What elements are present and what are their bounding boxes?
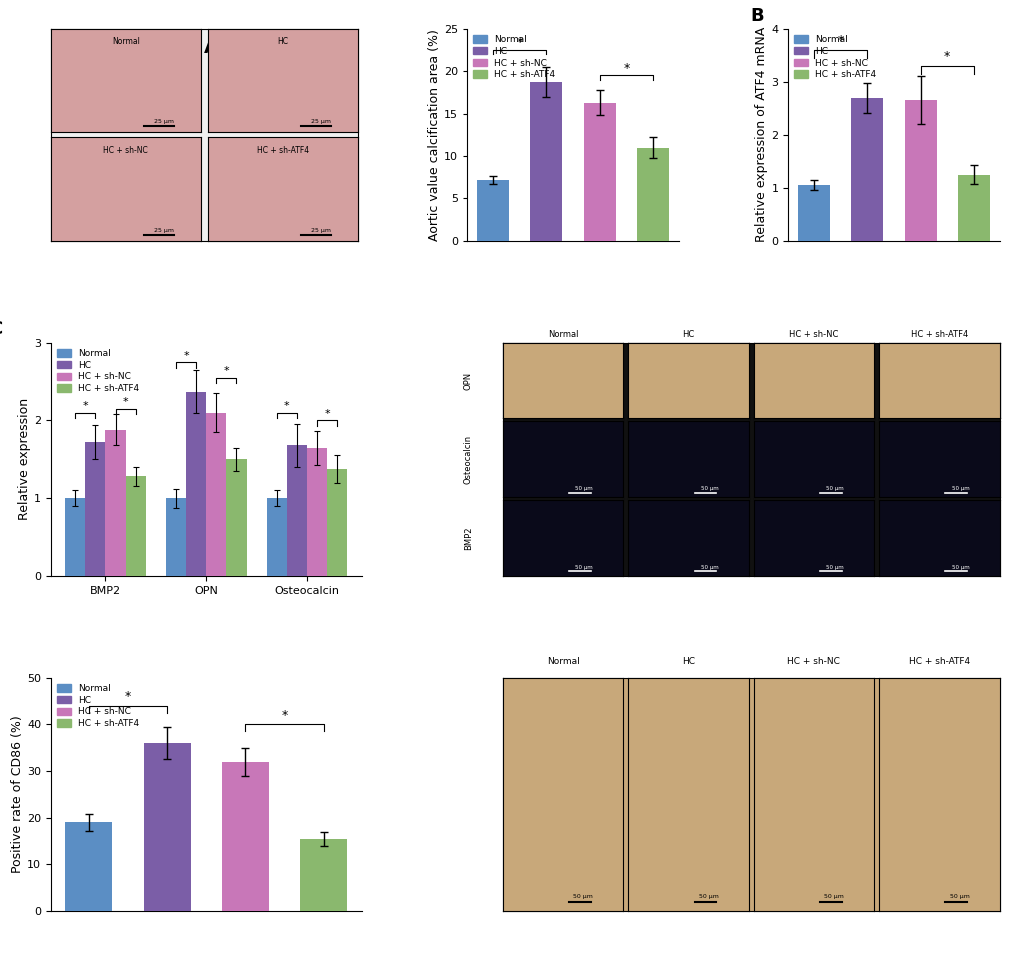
Text: HC: HC bbox=[277, 37, 288, 46]
Text: 50 μm: 50 μm bbox=[825, 408, 843, 412]
Bar bbox=[300, 839, 347, 911]
Text: Normal: Normal bbox=[547, 346, 578, 356]
Text: CD86: CD86 bbox=[513, 778, 542, 787]
Text: *: * bbox=[122, 397, 128, 408]
Text: B: B bbox=[749, 7, 763, 25]
Text: HC: HC bbox=[682, 330, 694, 339]
Bar bbox=[286, 445, 307, 576]
Text: Osteocalcin: Osteocalcin bbox=[464, 434, 472, 484]
Text: HC + sh-ATF4: HC + sh-ATF4 bbox=[908, 657, 969, 667]
Text: *: * bbox=[223, 366, 229, 376]
Text: 50 μm: 50 μm bbox=[698, 895, 718, 900]
Bar bbox=[327, 469, 347, 576]
Legend: Normal, HC, HC + sh-NC, HC + sh-ATF4: Normal, HC, HC + sh-NC, HC + sh-ATF4 bbox=[55, 347, 141, 395]
Text: 50 μm: 50 μm bbox=[951, 565, 968, 570]
Text: HC: HC bbox=[682, 657, 694, 667]
Bar bbox=[65, 823, 112, 911]
Text: *: * bbox=[623, 61, 629, 75]
Bar bbox=[144, 743, 191, 911]
Text: 50 μm: 50 μm bbox=[825, 565, 843, 570]
Bar bbox=[583, 103, 615, 241]
Bar bbox=[797, 185, 828, 241]
Bar bbox=[904, 101, 935, 241]
Text: *: * bbox=[183, 351, 189, 361]
Text: 25 μm: 25 μm bbox=[311, 119, 330, 124]
Bar bbox=[307, 448, 327, 576]
Text: *: * bbox=[284, 401, 289, 411]
Text: 50 μm: 50 μm bbox=[951, 486, 968, 491]
Y-axis label: Relative expression: Relative expression bbox=[18, 398, 32, 521]
Text: HC + sh-NC: HC + sh-NC bbox=[103, 146, 148, 154]
Bar bbox=[166, 498, 185, 576]
Text: 50 μm: 50 μm bbox=[951, 408, 968, 412]
Text: Normal: Normal bbox=[546, 657, 579, 667]
Text: 50 μm: 50 μm bbox=[700, 408, 718, 412]
Text: OPN: OPN bbox=[464, 371, 472, 389]
Bar bbox=[105, 430, 125, 576]
Text: 50 μm: 50 μm bbox=[575, 408, 593, 412]
Text: Normal: Normal bbox=[112, 37, 140, 46]
Text: A: A bbox=[204, 39, 218, 58]
Y-axis label: Aortic value calcification area (%): Aortic value calcification area (%) bbox=[428, 29, 441, 241]
Text: *: * bbox=[83, 401, 88, 411]
Text: HC + sh-ATF4: HC + sh-ATF4 bbox=[910, 330, 967, 339]
Text: 25 μm: 25 μm bbox=[154, 227, 173, 233]
Bar bbox=[125, 477, 146, 576]
Bar bbox=[86, 442, 105, 576]
Bar bbox=[226, 459, 247, 576]
Bar bbox=[65, 498, 86, 576]
Text: HC + sh-NC: HC + sh-NC bbox=[789, 330, 838, 339]
Bar bbox=[267, 498, 286, 576]
Text: BMP2: BMP2 bbox=[464, 526, 472, 550]
Text: *: * bbox=[944, 50, 950, 63]
Text: 50 μm: 50 μm bbox=[700, 565, 718, 570]
Text: 50 μm: 50 μm bbox=[700, 486, 718, 491]
Text: 50 μm: 50 μm bbox=[823, 895, 843, 900]
Bar bbox=[185, 391, 206, 576]
Text: 50 μm: 50 μm bbox=[825, 486, 843, 491]
Legend: Normal, HC, HC + sh-NC, HC + sh-ATF4: Normal, HC, HC + sh-NC, HC + sh-ATF4 bbox=[471, 34, 556, 81]
Text: *: * bbox=[516, 36, 522, 49]
Text: HC + sh-ATF4: HC + sh-ATF4 bbox=[257, 146, 309, 154]
Text: *: * bbox=[324, 409, 330, 419]
Text: HC + sh-NC: HC + sh-NC bbox=[787, 657, 840, 667]
Text: Normal: Normal bbox=[547, 330, 578, 339]
Text: 50 μm: 50 μm bbox=[949, 895, 968, 900]
Y-axis label: Positive rate of CD86 (%): Positive rate of CD86 (%) bbox=[11, 715, 24, 874]
Text: 50 μm: 50 μm bbox=[575, 486, 593, 491]
Bar bbox=[530, 82, 561, 241]
Text: D: D bbox=[513, 347, 527, 365]
Y-axis label: Relative expression of ATF4 mRNA: Relative expression of ATF4 mRNA bbox=[755, 27, 767, 243]
Bar bbox=[206, 412, 226, 576]
Text: *: * bbox=[281, 709, 287, 722]
Legend: Normal, HC, HC + sh-NC, HC + sh-ATF4: Normal, HC, HC + sh-NC, HC + sh-ATF4 bbox=[792, 34, 877, 81]
Bar bbox=[476, 179, 508, 241]
Bar bbox=[850, 98, 882, 241]
Legend: Normal, HC, HC + sh-NC, HC + sh-ATF4: Normal, HC, HC + sh-NC, HC + sh-ATF4 bbox=[55, 682, 141, 730]
Text: *: * bbox=[837, 35, 843, 47]
Text: 25 μm: 25 μm bbox=[154, 119, 173, 124]
Bar bbox=[957, 175, 989, 241]
Text: 25 μm: 25 μm bbox=[311, 227, 330, 233]
Bar bbox=[222, 761, 269, 911]
Text: *: * bbox=[124, 690, 130, 703]
Text: 50 μm: 50 μm bbox=[575, 565, 593, 570]
Bar bbox=[636, 148, 668, 241]
Text: 50 μm: 50 μm bbox=[573, 895, 593, 900]
Text: C: C bbox=[0, 320, 2, 338]
